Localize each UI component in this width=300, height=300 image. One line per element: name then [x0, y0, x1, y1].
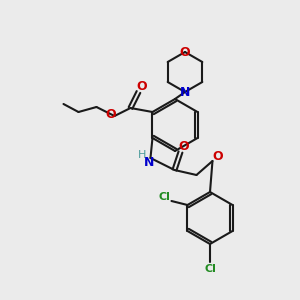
Text: O: O [212, 149, 223, 163]
Text: O: O [136, 80, 147, 94]
Text: Cl: Cl [158, 192, 170, 202]
Text: Cl: Cl [204, 264, 216, 274]
Text: O: O [180, 46, 190, 59]
Text: N: N [180, 85, 190, 98]
Text: O: O [178, 140, 189, 152]
Text: O: O [105, 109, 116, 122]
Text: N: N [144, 157, 155, 169]
Text: H: H [138, 150, 147, 160]
